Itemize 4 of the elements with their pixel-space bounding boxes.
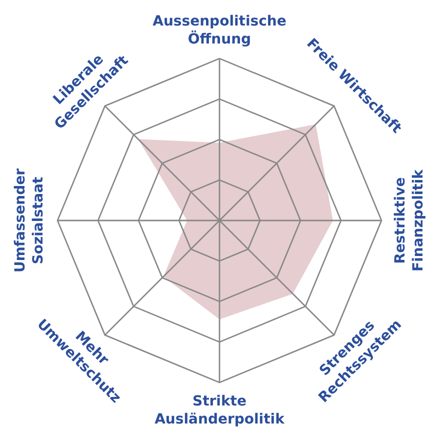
spoke-label: Aussenpolitische Öffnung (152, 13, 286, 48)
spoke-label: Restriktive Finanzpolitik (392, 168, 427, 272)
spoke-label: Umfassender Sozialstaat (12, 168, 47, 273)
spoke-label: Strikte Ausländerpolitik (154, 393, 286, 428)
